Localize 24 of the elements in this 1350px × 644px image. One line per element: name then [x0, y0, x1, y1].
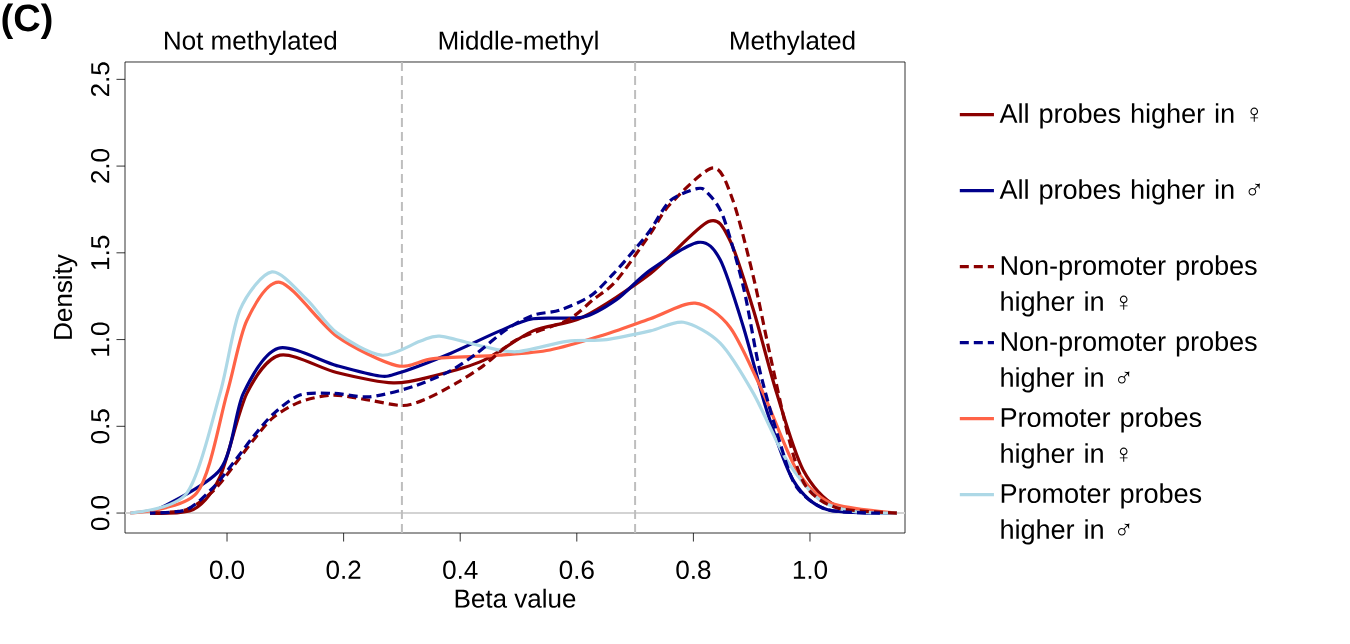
y-tick-label: 1.5 — [91, 235, 110, 269]
x-tick-label: 0.4 — [443, 560, 478, 580]
y-tick-label: 2.5 — [90, 62, 110, 97]
text: (C) — [2, 3, 52, 39]
x-tick-label: 1.0 — [793, 560, 828, 580]
text: Middle-methyl — [439, 30, 598, 55]
legend-label: All probes higher in ♀ — [999, 103, 1259, 129]
x-tick-label: 0.0 — [209, 560, 245, 580]
y-axis-title: Density — [53, 254, 78, 339]
legend-label: All probes higher in ♂ — [999, 179, 1260, 205]
y-tick-label: 1.0 — [90, 322, 110, 356]
legend-label: Non-promoter probes higher in ♂ — [1001, 331, 1257, 393]
x-tick-label: 0.8 — [676, 560, 711, 580]
legend-label: Promoter probes higher in ♂ — [1001, 483, 1202, 545]
y-tick-label: 2.0 — [90, 149, 110, 183]
text: Not methylated — [165, 30, 337, 55]
x-tick-label: 0.2 — [326, 560, 361, 580]
text: Methylated — [731, 30, 855, 55]
legend-label: Promoter probes higher in ♀ — [1001, 407, 1202, 469]
legend-label: Non-promoter probes higher in ♀ — [1001, 255, 1257, 317]
y-tick-label: 0.0 — [90, 495, 110, 531]
y-tick-label: 0.5 — [90, 409, 110, 444]
x-tick-label: 0.6 — [559, 560, 594, 580]
x-axis-title: Beta value — [455, 588, 576, 608]
